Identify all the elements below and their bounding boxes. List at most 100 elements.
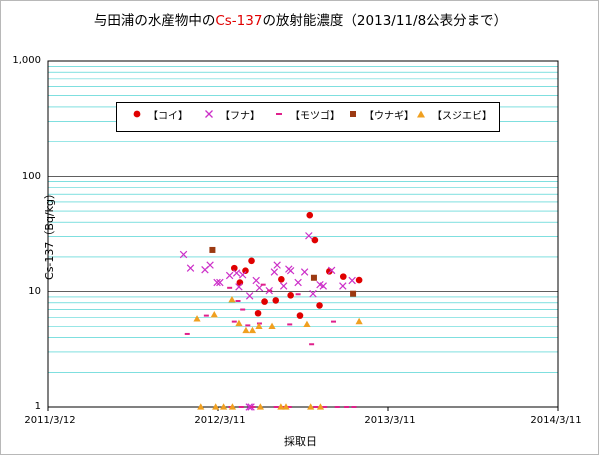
koi-point <box>272 297 280 304</box>
funa-point <box>235 283 243 291</box>
funa-point <box>309 289 317 298</box>
motsugo-point <box>322 406 328 408</box>
sujiebi-point <box>277 403 285 410</box>
motsugo-point <box>334 406 340 408</box>
sujiebi-point <box>235 319 243 327</box>
funa-point <box>273 261 281 269</box>
sujiebi-point <box>256 403 264 410</box>
sujiebi-point <box>193 315 201 322</box>
koi-point <box>316 302 323 309</box>
x-tick-label: 2014/3/11 <box>530 415 582 426</box>
motsugo-point <box>260 283 266 286</box>
motsugo-point <box>203 314 209 317</box>
koi-point <box>311 236 319 244</box>
sujiebi-point <box>316 403 325 410</box>
square-marker-icon <box>345 103 361 131</box>
motsugo-point <box>287 323 293 326</box>
funa-point <box>286 266 295 275</box>
chart-legend: 【コイ】 【フナ】 【モツゴ】 【ウナギ】 【スジエビ】 <box>116 102 500 132</box>
sujiebi-point <box>210 311 218 318</box>
funa-point <box>300 268 309 276</box>
y-tick-label: 10 <box>28 286 41 297</box>
triangle-marker-icon <box>413 103 429 131</box>
funa-point <box>339 282 347 290</box>
funa-point <box>252 276 260 285</box>
legend-label: 【フナ】 <box>220 111 260 122</box>
unagi-point <box>209 246 216 253</box>
plot-area-border <box>47 60 559 408</box>
funa-point <box>319 282 327 290</box>
motsugo-point <box>238 406 244 408</box>
motsugo-point <box>309 343 315 346</box>
funa-point <box>270 268 279 276</box>
funa-point <box>216 278 224 287</box>
legend-label: 【モツゴ】 <box>290 111 340 122</box>
funa-point <box>179 250 188 259</box>
sujiebi-point <box>242 326 250 334</box>
funa-point <box>294 278 302 287</box>
sujiebi-point <box>255 322 263 329</box>
funa-point <box>238 271 247 279</box>
motsugo-point <box>273 406 279 408</box>
title-highlight: Cs-137 <box>215 13 263 29</box>
koi-point <box>326 268 333 275</box>
legend-item-koi: 【コイ】 <box>129 103 188 131</box>
koi-point <box>355 276 363 284</box>
sujiebi-point <box>228 296 236 303</box>
motsugo-point <box>240 308 246 311</box>
title-prefix: 与田浦の水産物中の <box>93 13 216 29</box>
x-tick-label: 2011/3/12 <box>24 415 76 426</box>
motsugo-point <box>313 406 319 408</box>
motsugo-point <box>267 289 273 292</box>
sujiebi-point <box>219 403 228 410</box>
circle-marker-icon <box>129 103 145 131</box>
legend-item-sujiebi: 【スジエビ】 <box>413 103 492 131</box>
y-tick-label: 1 <box>34 401 41 412</box>
motsugo-point <box>351 406 357 408</box>
legend-item-motsugo: 【モツゴ】 <box>271 103 340 131</box>
x-marker-icon <box>201 103 217 131</box>
koi-point <box>296 312 304 319</box>
funa-point <box>245 292 254 300</box>
y-tick-label: 100 <box>21 171 41 182</box>
title-suffix: の放射能濃度（2013/11/8公表分まで） <box>262 13 508 29</box>
sujiebi-point <box>303 320 311 328</box>
funa-point <box>213 278 221 287</box>
motsugo-point <box>295 293 301 296</box>
motsugo-point <box>231 320 237 323</box>
legend-label: 【スジエビ】 <box>432 111 492 122</box>
legend-label: 【ウナギ】 <box>364 111 414 122</box>
funa-point <box>245 403 253 411</box>
sujiebi-point <box>307 403 315 410</box>
motsugo-point <box>286 406 292 408</box>
chart-title: 与田浦の水産物中のCs-137の放射能濃度（2013/11/8公表分まで） <box>1 9 599 29</box>
funa-point <box>186 264 195 272</box>
y-tick-label: 1,000 <box>12 55 41 66</box>
unagi-point <box>350 290 357 297</box>
koi-point <box>248 257 255 265</box>
funa-point <box>225 271 234 280</box>
motsugo-point <box>235 299 241 302</box>
koi-point <box>254 309 262 317</box>
unagi-point <box>310 274 317 281</box>
y-axis-label: Cs-137（Bq/kg） <box>43 188 56 280</box>
koi-point <box>278 276 285 283</box>
sujiebi-point <box>228 403 237 410</box>
motsugo-point <box>331 320 337 323</box>
dash-marker-icon <box>271 103 287 131</box>
data-points <box>179 211 363 411</box>
legend-item-unagi: 【ウナギ】 <box>345 103 414 131</box>
sujiebi-point <box>282 403 290 410</box>
motsugo-point <box>184 332 190 335</box>
koi-point <box>261 298 268 305</box>
funa-point <box>348 276 356 285</box>
legend-item-funa: 【フナ】 <box>201 103 260 131</box>
koi-point <box>242 267 249 274</box>
motsugo-point <box>250 406 256 408</box>
x-axis-label: 採取日 <box>284 435 317 448</box>
koi-point <box>306 211 314 219</box>
funa-point <box>327 266 336 275</box>
x-axis-tick-marks <box>47 407 559 411</box>
